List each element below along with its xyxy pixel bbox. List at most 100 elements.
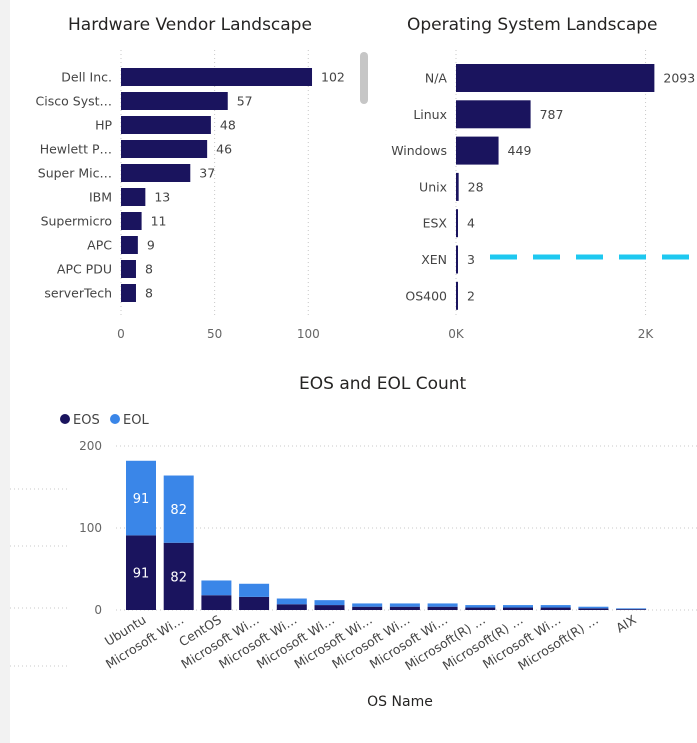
hardware-data-label: 11 bbox=[151, 214, 167, 229]
os-bar bbox=[456, 136, 499, 165]
os-data-label: 449 bbox=[508, 143, 532, 158]
eos-bar bbox=[503, 607, 533, 610]
eos-bar bbox=[389, 606, 420, 610]
os-category-label: Unix bbox=[419, 179, 447, 194]
hardware-category-label: Super Mic… bbox=[38, 166, 112, 181]
eos-bar bbox=[239, 596, 270, 610]
legend-marker bbox=[60, 414, 70, 424]
hardware-data-label: 48 bbox=[220, 118, 236, 133]
hardware-bar bbox=[121, 260, 136, 278]
hardware-category-label: Cisco Syst… bbox=[36, 94, 112, 109]
os-data-label: 787 bbox=[540, 107, 564, 122]
eos-bar bbox=[163, 542, 194, 610]
hardware-bar bbox=[121, 164, 191, 182]
os-x-tick: 0K bbox=[448, 327, 465, 341]
report-canvas: Hardware Vendor Landscape Operating Syst… bbox=[10, 0, 697, 743]
legend-label: EOS bbox=[73, 413, 100, 428]
hardware-data-label: 37 bbox=[199, 166, 215, 181]
os-bar bbox=[456, 281, 458, 310]
eol-bar bbox=[126, 460, 156, 536]
eos-data-label: 91 bbox=[133, 567, 150, 582]
hardware-x-tick: 0 bbox=[117, 327, 125, 341]
os-category-label: OS400 bbox=[405, 288, 447, 303]
os-bar bbox=[456, 100, 531, 129]
hardware-bar bbox=[121, 284, 136, 302]
legend-marker bbox=[110, 414, 120, 424]
eol-data-label: 82 bbox=[170, 503, 187, 518]
os-bar bbox=[456, 245, 458, 274]
hardware-data-label: 13 bbox=[154, 190, 170, 205]
eol-bar bbox=[540, 605, 571, 608]
eos-y-tick: 100 bbox=[79, 521, 102, 535]
hardware-bar bbox=[121, 236, 138, 254]
hardware-bar bbox=[121, 68, 313, 86]
hardware-chart-scrollbar[interactable] bbox=[360, 52, 368, 104]
os-category-label: XEN bbox=[421, 252, 447, 267]
hardware-vendor-chart: 0 50 100 Dell Inc. 102 Cisco Syst… 57 HP 48 Hewle… bbox=[36, 50, 345, 341]
eol-data-label: 91 bbox=[133, 492, 150, 507]
hardware-category-label: serverTech bbox=[44, 286, 112, 301]
hardware-category-label: Hewlett P… bbox=[40, 142, 112, 157]
eol-bar bbox=[427, 603, 458, 607]
eos-bar bbox=[465, 607, 496, 610]
hardware-category-label: IBM bbox=[89, 190, 112, 205]
hardware-category-label: APC PDU bbox=[57, 262, 112, 277]
eos-bar bbox=[352, 606, 383, 610]
hardware-category-label: Supermicro bbox=[41, 214, 112, 229]
eol-bar bbox=[276, 598, 307, 605]
hardware-x-tick: 50 bbox=[207, 327, 222, 341]
eos-category-label: AIX bbox=[613, 612, 639, 636]
eos-bar bbox=[427, 606, 458, 610]
eol-bar bbox=[239, 583, 270, 597]
os-data-label: 28 bbox=[468, 179, 484, 194]
hardware-category-label: HP bbox=[95, 118, 112, 133]
eol-bar bbox=[465, 605, 496, 608]
eos-y-tick: 0 bbox=[94, 603, 102, 617]
eos-y-tick: 200 bbox=[79, 439, 102, 453]
hardware-bar bbox=[121, 92, 228, 110]
os-category-label: Windows bbox=[391, 143, 447, 158]
hardware-category-label: Dell Inc. bbox=[61, 70, 112, 85]
eos-bar bbox=[578, 608, 609, 610]
eol-bar bbox=[616, 608, 647, 610]
hardware-data-label: 9 bbox=[147, 238, 155, 253]
hardware-data-label: 8 bbox=[145, 262, 153, 277]
eos-bar bbox=[201, 595, 232, 610]
hardware-bar bbox=[121, 116, 211, 134]
eol-bar bbox=[503, 605, 533, 608]
os-data-label: 4 bbox=[467, 216, 475, 231]
eos-data-label: 82 bbox=[170, 570, 187, 585]
hardware-bar bbox=[121, 188, 146, 206]
os-category-label: N/A bbox=[425, 71, 448, 86]
eos-bar bbox=[276, 604, 307, 610]
eos-bar bbox=[616, 609, 647, 610]
eos-eol-chart-title: EOS and EOL Count bbox=[299, 374, 467, 394]
eol-bar bbox=[163, 475, 194, 543]
hardware-data-label: 57 bbox=[237, 94, 253, 109]
eol-bar bbox=[201, 580, 232, 596]
hardware-chart-title: Hardware Vendor Landscape bbox=[68, 15, 312, 35]
os-bar bbox=[456, 64, 655, 92]
legend-label: EOL bbox=[123, 413, 149, 428]
eos-bar bbox=[314, 605, 345, 610]
eol-bar bbox=[578, 606, 609, 609]
os-data-label: 2093 bbox=[663, 71, 695, 86]
os-x-tick: 2K bbox=[638, 327, 655, 341]
eol-bar bbox=[352, 603, 383, 607]
os-bar bbox=[456, 209, 458, 238]
os-category-label: ESX bbox=[423, 216, 448, 231]
hardware-bar bbox=[121, 212, 142, 230]
os-chart-title: Operating System Landscape bbox=[407, 15, 658, 35]
hardware-category-label: APC bbox=[87, 238, 112, 253]
eos-bar bbox=[126, 535, 156, 610]
os-landscape-chart: 0K 2K N/A 2093 Linux 787 Windows 449 Unix 28 ESX 4 X… bbox=[391, 50, 697, 341]
os-category-label: Linux bbox=[413, 107, 447, 122]
hardware-data-label: 102 bbox=[321, 70, 345, 85]
hardware-bar bbox=[121, 140, 208, 158]
eos-bar bbox=[540, 607, 571, 610]
eos-x-axis-title: OS Name bbox=[367, 694, 433, 710]
eol-bar bbox=[314, 600, 345, 606]
hardware-x-tick: 100 bbox=[297, 327, 320, 341]
os-data-label: 2 bbox=[467, 288, 475, 303]
